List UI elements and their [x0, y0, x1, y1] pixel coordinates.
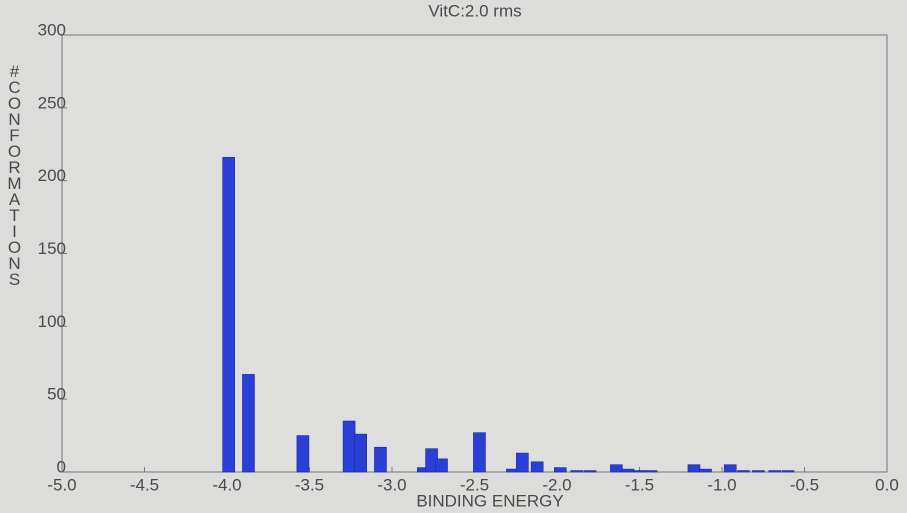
bar — [553, 467, 567, 473]
bar — [354, 433, 367, 473]
bar — [516, 452, 529, 473]
bar — [374, 446, 387, 473]
bar — [737, 470, 750, 473]
x-tick-label: -1.0 — [707, 475, 736, 494]
bar — [621, 468, 635, 473]
y-tick-label: 50 — [47, 385, 66, 404]
chart-title: VitC:2.0 rms — [428, 1, 521, 20]
bar — [242, 374, 255, 473]
bar — [222, 157, 235, 473]
x-tick-label: 0.0 — [875, 475, 899, 494]
bar — [570, 470, 584, 473]
bar — [699, 468, 712, 473]
plot-frame — [61, 34, 888, 473]
x-tick-label: -2.5 — [460, 475, 489, 494]
y-tick-label: 150 — [38, 239, 66, 258]
x-tick-label: -2.0 — [542, 475, 571, 494]
x-tick-label: -4.0 — [212, 475, 241, 494]
bar — [530, 461, 544, 473]
y-tick-label: 200 — [38, 166, 66, 185]
bar — [435, 458, 448, 473]
bar — [342, 420, 356, 473]
x-tick-label: -1.5 — [625, 475, 654, 494]
x-tick-label: -3.5 — [295, 475, 324, 494]
y-tick-label: 250 — [38, 93, 66, 112]
bar — [781, 470, 795, 473]
y-axis-label: #CONFORMATIONS — [5, 62, 24, 286]
x-tick-label: -4.5 — [130, 475, 159, 494]
bar — [751, 470, 765, 473]
x-tick-label: -5.0 — [47, 475, 76, 494]
bar — [644, 470, 658, 473]
x-tick-label: -0.5 — [790, 475, 819, 494]
bar — [723, 464, 737, 473]
x-axis-label: BINDING ENERGY — [416, 491, 563, 510]
bar — [610, 464, 623, 473]
y-tick-label: 300 — [38, 20, 66, 39]
bar — [473, 432, 486, 473]
bar — [296, 435, 310, 473]
bar — [687, 464, 701, 473]
bar — [768, 470, 782, 473]
bar — [633, 470, 646, 473]
x-tick-label: -3.0 — [377, 475, 406, 494]
y-tick-label: 100 — [38, 312, 66, 331]
y-tick-label: 0 — [57, 457, 66, 476]
bar — [583, 470, 597, 473]
